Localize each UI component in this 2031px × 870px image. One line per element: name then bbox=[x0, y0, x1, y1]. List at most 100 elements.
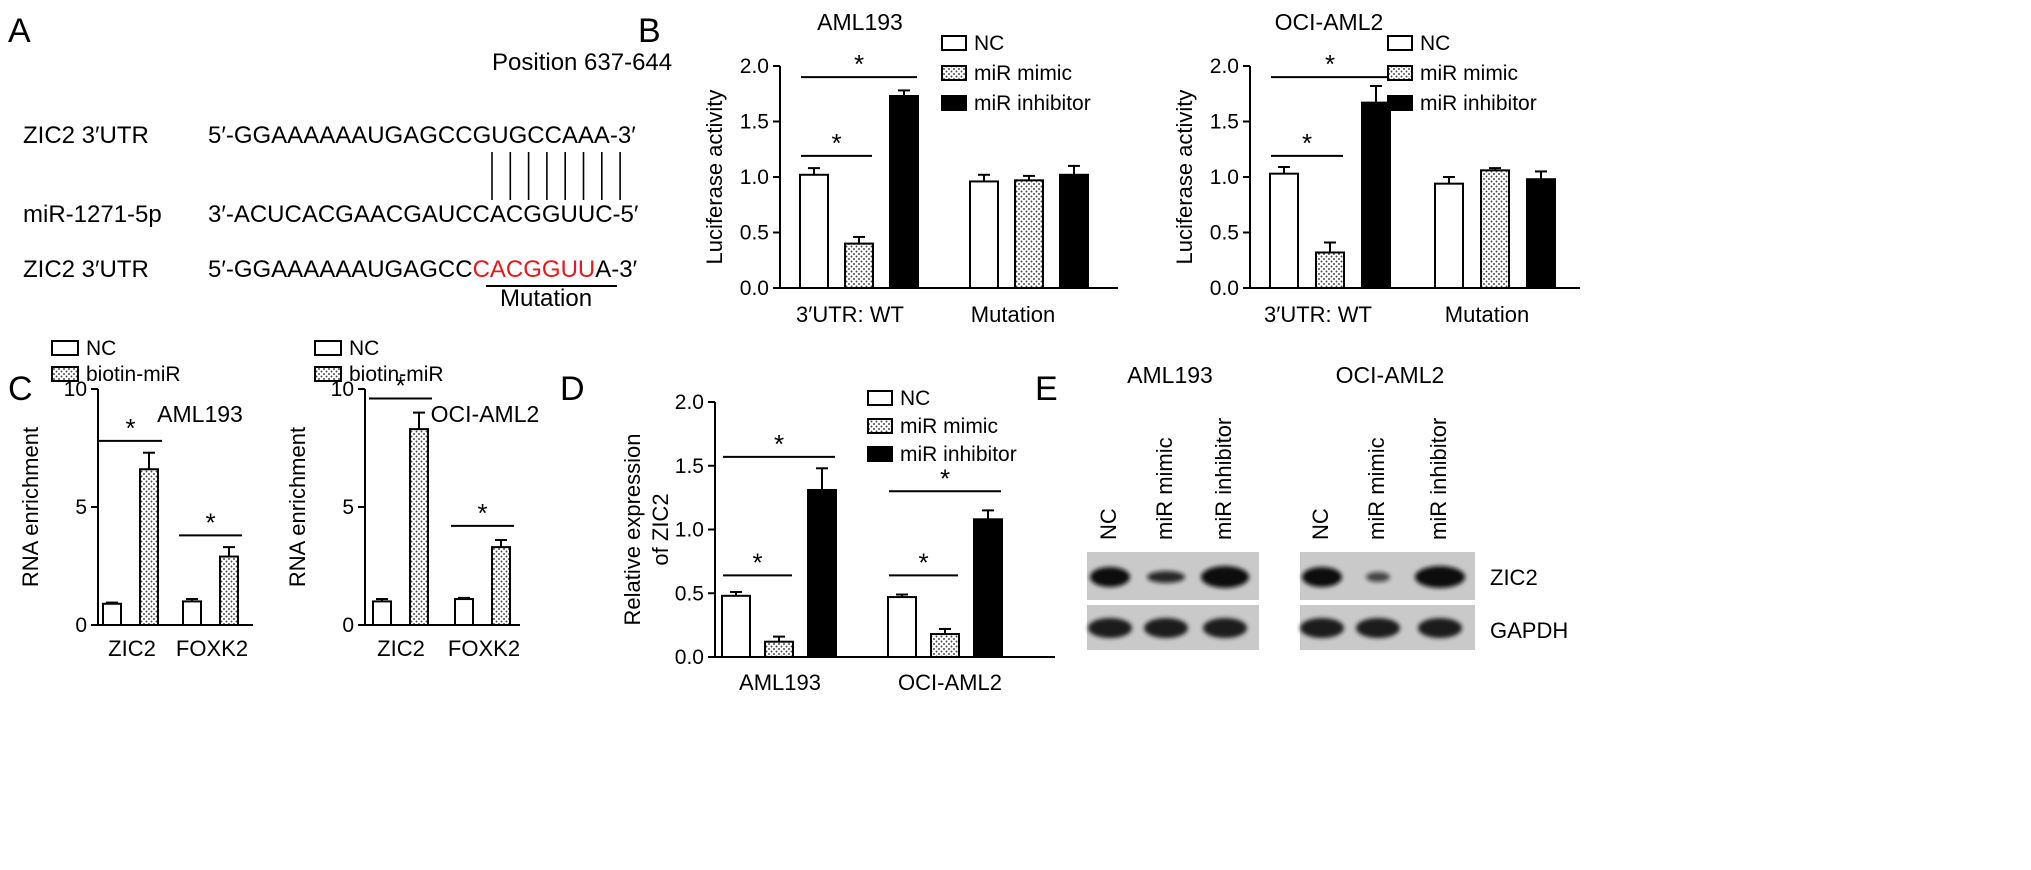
x-category-label: FOXK2 bbox=[176, 636, 248, 661]
chart-b-aml193-luciferase: 0.0 0.5 1.0 1.5 2.0 Luciferase activity AML193… bbox=[702, 9, 1118, 327]
panel-label-b: B bbox=[638, 12, 661, 50]
panel-label-a: A bbox=[8, 12, 31, 50]
y-tick-label: 0.0 bbox=[675, 646, 704, 669]
zic2-utr-wt-sequence: 5′-GGAAAAAAUGAGCCGUGCCAAA-3′ bbox=[208, 122, 636, 149]
legend-swatch bbox=[51, 340, 79, 356]
bar bbox=[721, 594, 751, 658]
y-axis-label: Relative expression bbox=[620, 434, 645, 626]
legend-swatch bbox=[941, 95, 967, 111]
y-tick-label: 0.0 bbox=[1210, 277, 1239, 300]
chart-c-oci-aml2-rna-enrichment: 0 5 10 RNA enrichment OCI-AML2 ZIC2 FOXK2 * * NC b… bbox=[285, 337, 539, 661]
y-tick-label: 1.0 bbox=[675, 519, 704, 542]
bar bbox=[1014, 179, 1044, 289]
blot-lane-label: miR mimic bbox=[1152, 437, 1177, 540]
panel-e-western-blot: AML193 NC miR mimic miR inhibitor OCI-AML2 NC… bbox=[1087, 362, 1568, 650]
mut-seq-mutated-bases: CACGGUU bbox=[473, 256, 596, 283]
mut-seq-suffix: A-3′ bbox=[595, 256, 637, 283]
blot-band-zic2 bbox=[1090, 567, 1130, 587]
legend-label: NC bbox=[86, 337, 116, 360]
bar bbox=[887, 596, 917, 659]
bar bbox=[973, 518, 1003, 658]
blot-lane-label: miR inhibitor bbox=[1211, 418, 1236, 540]
x-category-label: FOXK2 bbox=[448, 636, 520, 661]
x-category-label: Mutation bbox=[971, 302, 1055, 327]
legend-label: NC bbox=[974, 32, 1004, 55]
chart-title: OCI-AML2 bbox=[431, 401, 540, 427]
bar bbox=[1269, 172, 1299, 289]
blot-lane-label: miR inhibitor bbox=[1426, 418, 1451, 540]
legend-label: miR mimic bbox=[900, 415, 998, 438]
y-tick-label: 1.5 bbox=[740, 111, 769, 134]
bar bbox=[409, 428, 429, 626]
legend-swatch bbox=[941, 35, 967, 51]
legend-swatch bbox=[867, 390, 893, 406]
y-tick-label: 2.0 bbox=[675, 391, 704, 414]
blot-band-gapdh bbox=[1088, 618, 1132, 638]
y-axis-label: Luciferase activity bbox=[1172, 90, 1197, 265]
legend-swatch bbox=[1387, 95, 1413, 111]
blot-protein-label-zic2: ZIC2 bbox=[1490, 565, 1538, 590]
legend-label: NC bbox=[900, 387, 930, 410]
y-tick-label: 0.0 bbox=[740, 277, 769, 300]
y-tick-label: 1.5 bbox=[675, 455, 704, 478]
legend-label: miR inhibitor bbox=[974, 92, 1091, 115]
legend-label: biotin-miR bbox=[349, 363, 444, 386]
blot-band-zic2 bbox=[1201, 566, 1249, 588]
y-tick-label: 5 bbox=[342, 496, 354, 519]
blot-band-zic2 bbox=[1366, 572, 1390, 582]
significance-star: * bbox=[477, 498, 487, 528]
legend-swatch bbox=[941, 65, 967, 81]
mir-1271-sequence: 3′-ACUCACGAACGAUCCACGGUUC-5′ bbox=[208, 201, 639, 228]
mut-seq-prefix: 5′-GGAAAAAAUGAGCC bbox=[208, 256, 473, 283]
significance-star: * bbox=[752, 547, 762, 577]
bar bbox=[491, 546, 511, 626]
y-tick-label: 10 bbox=[64, 378, 87, 401]
chart-c-aml193-rna-enrichment: 0 5 10 RNA enrichment AML193 ZIC2 FOXK2 * * NC bio… bbox=[18, 337, 253, 661]
y-tick-label: 0.5 bbox=[740, 222, 769, 245]
significance-star: * bbox=[918, 547, 928, 577]
y-tick-label: 0.5 bbox=[675, 582, 704, 605]
bar bbox=[1361, 101, 1391, 289]
x-category-label: ZIC2 bbox=[377, 636, 425, 661]
significance-star: * bbox=[395, 370, 405, 400]
x-category-label: Mutation bbox=[1445, 302, 1529, 327]
bar bbox=[1059, 173, 1089, 289]
blot-lane-label: miR mimic bbox=[1364, 437, 1389, 540]
blot-cell-line-label: AML193 bbox=[1127, 362, 1213, 388]
y-tick-label: 2.0 bbox=[740, 55, 769, 78]
blot-band-gapdh bbox=[1203, 618, 1247, 638]
base-pairing-lines bbox=[491, 152, 621, 200]
bar bbox=[844, 242, 874, 290]
chart-d-relative-zic2-expression: 0.0 0.5 1.0 1.5 2.0 Relative expression of ZIC… bbox=[620, 387, 1055, 695]
chart-title: OCI-AML2 bbox=[1275, 9, 1384, 35]
bar bbox=[969, 180, 999, 289]
panel-label-d: D bbox=[560, 370, 585, 408]
y-tick-label: 1.0 bbox=[1210, 166, 1239, 189]
significance-star: * bbox=[1325, 49, 1335, 79]
blot-band-gapdh bbox=[1144, 618, 1188, 638]
blot-band-gapdh bbox=[1300, 618, 1344, 638]
bar bbox=[930, 633, 960, 658]
panel-label-c: C bbox=[8, 370, 33, 408]
mutation-label: Mutation bbox=[500, 285, 592, 312]
y-tick-label: 5 bbox=[75, 496, 87, 519]
y-tick-label: 0 bbox=[75, 614, 87, 637]
blot-protein-label-gapdh: GAPDH bbox=[1490, 618, 1568, 643]
bar bbox=[1315, 251, 1345, 289]
significance-star: * bbox=[831, 128, 841, 158]
legend-swatch bbox=[867, 418, 893, 434]
legend-label: miR inhibitor bbox=[900, 443, 1017, 466]
x-category-label: OCI-AML2 bbox=[898, 670, 1002, 695]
bar bbox=[799, 173, 829, 289]
x-category-label: 3′UTR: WT bbox=[796, 302, 904, 327]
legend-label: biotin-miR bbox=[86, 363, 181, 386]
significance-star: * bbox=[774, 429, 784, 459]
bar bbox=[1480, 169, 1510, 289]
y-axis-label: RNA enrichment bbox=[18, 427, 43, 587]
legend-swatch bbox=[314, 366, 342, 382]
legend-swatch bbox=[51, 366, 79, 382]
y-tick-label: 1.0 bbox=[740, 166, 769, 189]
blot-band-gapdh bbox=[1356, 618, 1400, 638]
significance-star: * bbox=[1302, 128, 1312, 158]
legend-label: miR inhibitor bbox=[1420, 92, 1537, 115]
